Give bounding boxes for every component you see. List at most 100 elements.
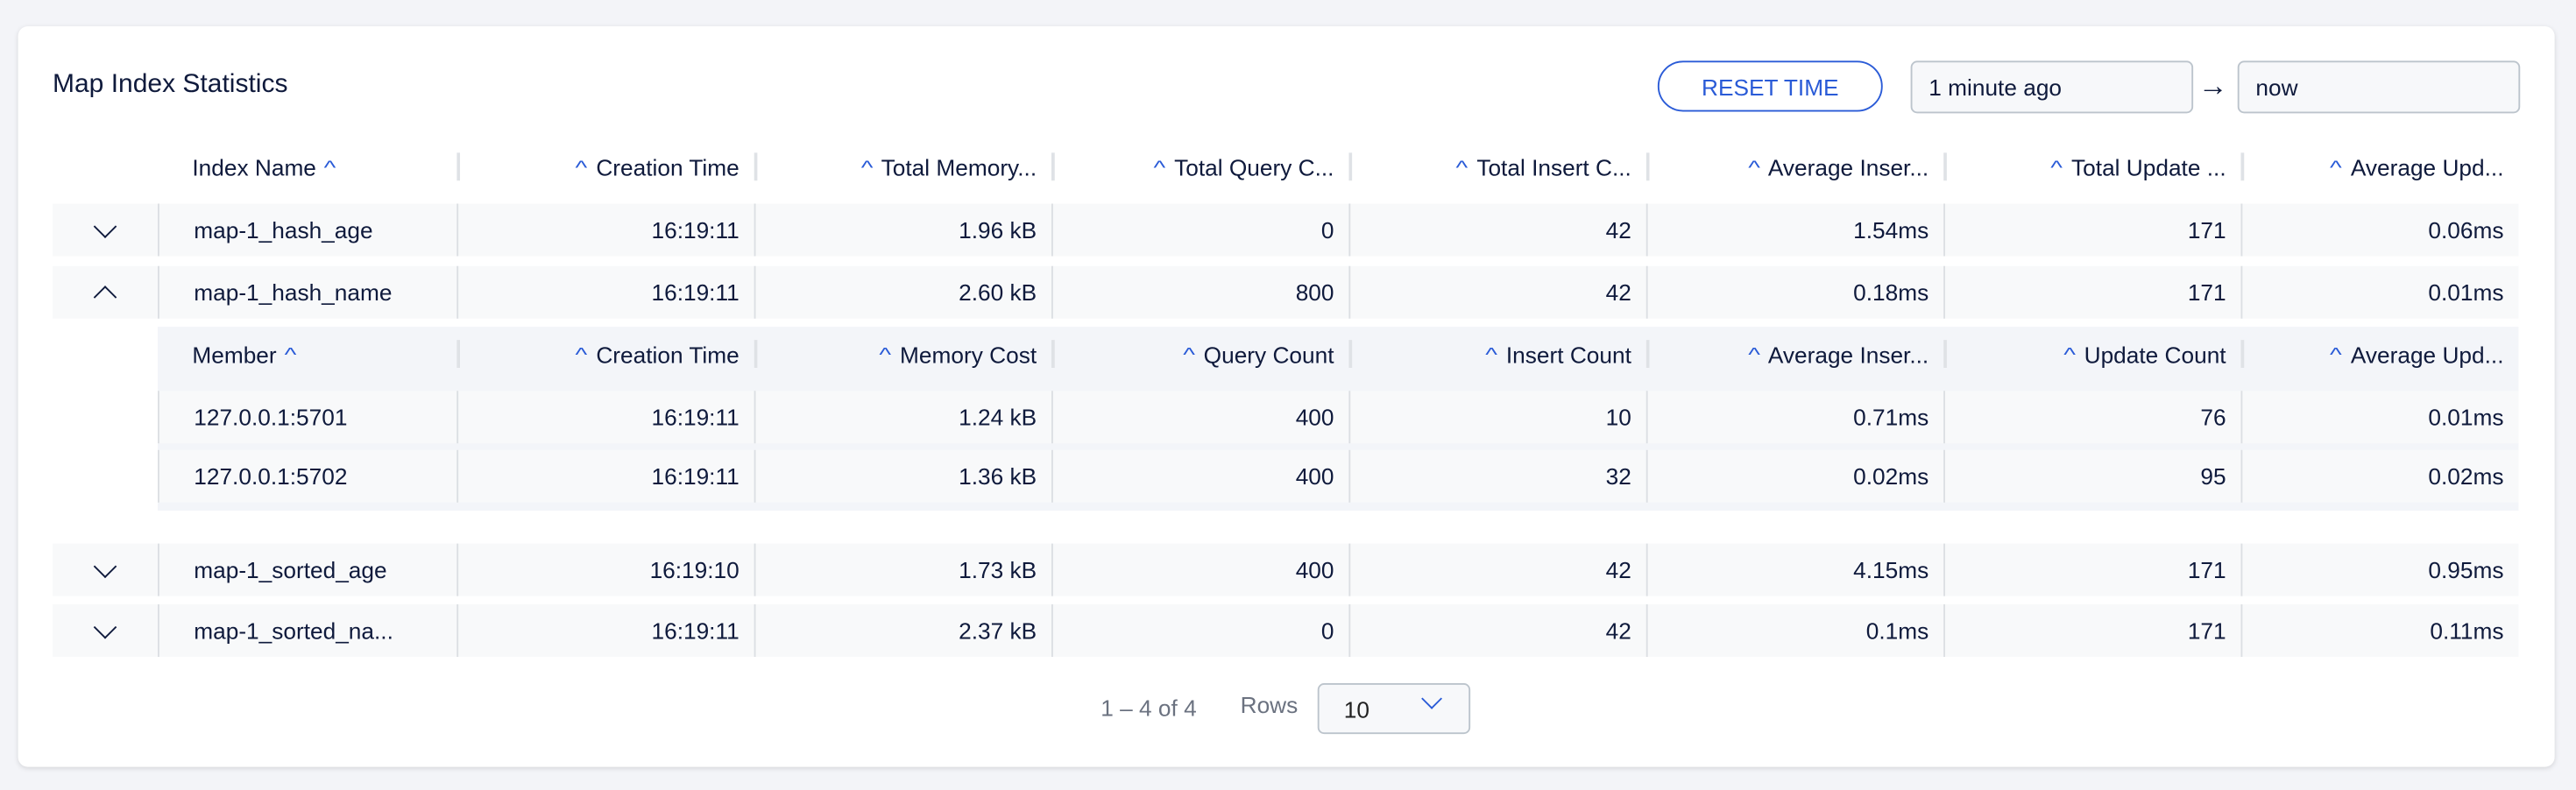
- time-to-input[interactable]: now: [2237, 60, 2521, 114]
- rows-per-page-value: 10: [1343, 695, 1369, 723]
- subtable-row: 127.0.0.1:5702 16:19:11 1.36 kB 400 32 0.02ms…: [158, 449, 2519, 503]
- column-header-label: Creation Time: [596, 341, 740, 368]
- table-cell: 1.36 kB: [754, 449, 1051, 503]
- table-cell: 0.95ms: [2240, 543, 2519, 596]
- sort-ascending-icon[interactable]: ^: [1747, 342, 1760, 366]
- chevron-down-icon: [93, 554, 117, 578]
- column-header-label: Average Inser...: [1767, 153, 1929, 180]
- table-cell: 400: [1051, 543, 1349, 596]
- table-cell: 42: [1348, 203, 1646, 257]
- table-cell: 0.01ms: [2240, 265, 2519, 319]
- sort-ascending-icon[interactable]: ^: [2330, 155, 2343, 179]
- table-cell: 0.06ms: [2240, 203, 2519, 257]
- expand-row-button[interactable]: [53, 203, 158, 257]
- table-row: map-1_sorted_age 16:19:10 1.73 kB 400 42 4.15…: [53, 543, 2519, 596]
- column-header-label: Total Query C...: [1174, 153, 1334, 180]
- column-header[interactable]: ^ Total Update ...: [1943, 139, 2240, 194]
- column-header-label: Average Upd...: [2350, 341, 2504, 368]
- sort-ascending-icon[interactable]: ^: [575, 155, 588, 179]
- table-cell: 1.73 kB: [754, 543, 1051, 596]
- table-cell: 4.15ms: [1645, 543, 1944, 596]
- sort-ascending-icon[interactable]: ^: [575, 342, 588, 366]
- sort-ascending-icon[interactable]: ^: [2063, 342, 2076, 366]
- column-header[interactable]: ^ Total Insert C...: [1348, 139, 1645, 194]
- table-cell: 0.02ms: [1645, 449, 1944, 503]
- arrow-right-icon: →: [2197, 68, 2228, 102]
- table-cell: 0: [1051, 203, 1349, 257]
- column-header[interactable]: Member ^: [158, 327, 456, 381]
- table-cell: 0.1ms: [1645, 604, 1944, 657]
- table-cell: map-1_sorted_age: [158, 543, 457, 596]
- expand-row-button[interactable]: [53, 543, 158, 596]
- chevron-down-icon: [1421, 688, 1442, 709]
- table-cell: 16:19:10: [456, 543, 754, 596]
- table-cell: 0: [1051, 604, 1349, 657]
- expand-row-button[interactable]: [53, 604, 158, 657]
- column-header[interactable]: ^ Average Upd...: [2240, 327, 2519, 381]
- table-cell: 42: [1348, 543, 1646, 596]
- page-title: Map Index Statistics: [53, 70, 288, 99]
- sort-ascending-icon[interactable]: ^: [285, 342, 298, 366]
- expand-header: [53, 139, 158, 194]
- sort-ascending-icon[interactable]: ^: [324, 155, 337, 179]
- table-header: Index Name ^ ^ Creation Time ^ Total Memory..…: [53, 139, 2518, 194]
- column-header[interactable]: ^ Total Memory...: [754, 139, 1051, 194]
- sort-ascending-icon[interactable]: ^: [860, 155, 873, 179]
- column-header[interactable]: ^ Creation Time: [456, 139, 754, 194]
- table-cell: 10: [1348, 391, 1646, 444]
- table-cell: 1.96 kB: [754, 203, 1051, 257]
- column-header[interactable]: ^ Average Inser...: [1645, 327, 1943, 381]
- column-header-label: Total Insert C...: [1476, 153, 1631, 180]
- sort-ascending-icon[interactable]: ^: [1747, 155, 1760, 179]
- table-cell: 16:19:11: [456, 203, 754, 257]
- column-header[interactable]: ^ Memory Cost: [754, 327, 1051, 381]
- table-cell: 16:19:11: [456, 265, 754, 319]
- table-cell: 16:19:11: [456, 449, 754, 503]
- table-row: map-1_hash_age 16:19:11 1.96 kB 0 42 1.54ms 17…: [53, 203, 2519, 257]
- table-cell: 95: [1943, 449, 2241, 503]
- table-cell: 2.37 kB: [754, 604, 1051, 657]
- table-cell: 127.0.0.1:5701: [158, 391, 457, 444]
- column-header[interactable]: ^ Average Upd...: [2240, 139, 2519, 194]
- sort-ascending-icon[interactable]: ^: [2050, 155, 2063, 179]
- table-cell: 16:19:11: [456, 391, 754, 444]
- table-cell: 42: [1348, 265, 1646, 319]
- sort-ascending-icon[interactable]: ^: [1455, 155, 1468, 179]
- rows-per-page-select[interactable]: 10: [1317, 683, 1471, 735]
- sort-ascending-icon[interactable]: ^: [2330, 342, 2343, 366]
- sort-ascending-icon[interactable]: ^: [1153, 155, 1166, 179]
- column-header[interactable]: ^ Creation Time: [456, 327, 754, 381]
- table-cell: 1.24 kB: [754, 391, 1051, 444]
- column-header-label: Index Name: [192, 153, 316, 180]
- column-header-label: Total Update ...: [2071, 153, 2226, 180]
- table-cell: 0.01ms: [2240, 391, 2519, 444]
- column-header-label: Total Memory...: [881, 153, 1037, 180]
- table-cell: 127.0.0.1:5702: [158, 449, 457, 503]
- column-header-label: Average Upd...: [2350, 153, 2504, 180]
- sort-ascending-icon[interactable]: ^: [1183, 342, 1196, 366]
- time-from-input[interactable]: 1 minute ago: [1910, 60, 2194, 114]
- column-header[interactable]: ^ Insert Count: [1348, 327, 1645, 381]
- table-cell: map-1_hash_age: [158, 203, 457, 257]
- sort-ascending-icon[interactable]: ^: [1485, 342, 1498, 366]
- reset-time-button[interactable]: RESET TIME: [1657, 60, 1883, 112]
- column-header[interactable]: ^ Query Count: [1051, 327, 1348, 381]
- column-header[interactable]: ^ Average Inser...: [1645, 139, 1943, 194]
- column-header[interactable]: Index Name ^: [158, 139, 456, 194]
- table-cell: 42: [1348, 604, 1646, 657]
- table-cell: 76: [1943, 391, 2241, 444]
- column-header[interactable]: ^ Update Count: [1943, 327, 2240, 381]
- table-cell: 800: [1051, 265, 1349, 319]
- rows-label: Rows: [1240, 691, 1299, 718]
- chevron-down-icon: [93, 615, 117, 638]
- sort-ascending-icon[interactable]: ^: [879, 342, 892, 366]
- subtable-header: Member ^ ^ Creation Time ^ Memory Cost ^ Query …: [158, 327, 2518, 381]
- column-header[interactable]: ^ Total Query C...: [1051, 139, 1348, 194]
- collapse-row-button[interactable]: [53, 265, 158, 319]
- table-row: map-1_hash_name 16:19:11 2.60 kB 800 42 0.18m…: [53, 265, 2519, 319]
- column-header-label: Member: [192, 341, 277, 368]
- column-header-label: Memory Cost: [900, 341, 1037, 368]
- table-cell: map-1_sorted_na...: [158, 604, 457, 657]
- table-cell: 400: [1051, 449, 1349, 503]
- table-cell: 171: [1943, 265, 2241, 319]
